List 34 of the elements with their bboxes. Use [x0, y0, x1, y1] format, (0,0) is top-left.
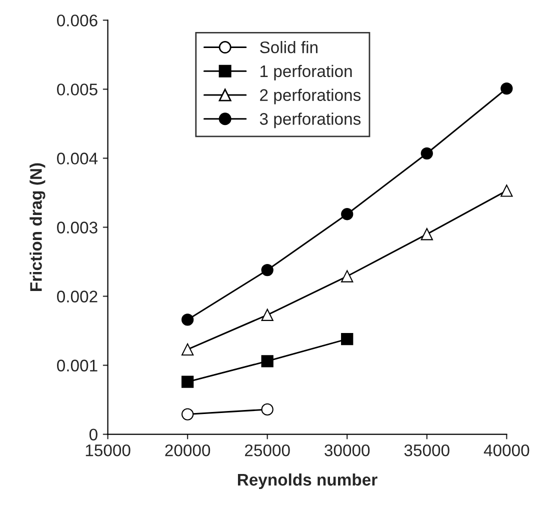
- point: [181, 314, 194, 326]
- point: [261, 355, 274, 368]
- y-tick-label: 0.002: [57, 290, 98, 302]
- y-tick-label: 0: [89, 428, 98, 441]
- point: [420, 228, 433, 240]
- point: [420, 147, 433, 160]
- x-axis-title: Reynolds number: [238, 473, 378, 489]
- legend-label: 3 perforations: [260, 112, 361, 128]
- point: [500, 82, 513, 95]
- y-tick-label: 0.005: [57, 84, 98, 96]
- point: [181, 343, 194, 356]
- point: [341, 332, 354, 346]
- x-tick-label: 35000: [404, 444, 450, 456]
- x-tick-label: 20000: [165, 444, 210, 456]
- y-tick-label: 0.004: [57, 152, 98, 164]
- point: [341, 270, 354, 282]
- point: [181, 376, 194, 388]
- y-tick-label: 0.001: [57, 360, 98, 372]
- x-tick-label: 40000: [484, 444, 530, 456]
- y-tick-label: 0.006: [57, 14, 98, 26]
- point: [500, 184, 513, 197]
- point: [261, 264, 274, 276]
- point: [341, 208, 354, 220]
- x-tick-label: 30000: [324, 444, 370, 456]
- legend-label: Solid fin: [260, 41, 318, 54]
- legend-label: 1 perforation: [260, 64, 352, 80]
- point: [261, 403, 274, 416]
- legend-label: 2 perforations: [260, 88, 361, 104]
- y-axis-title: Friction drag (N): [30, 163, 46, 291]
- y-tick-label: 0.003: [57, 222, 98, 234]
- point: [181, 408, 194, 420]
- point: [261, 308, 274, 321]
- x-tick-label: 15000: [86, 444, 130, 456]
- x-tick-label: 25000: [245, 444, 290, 456]
